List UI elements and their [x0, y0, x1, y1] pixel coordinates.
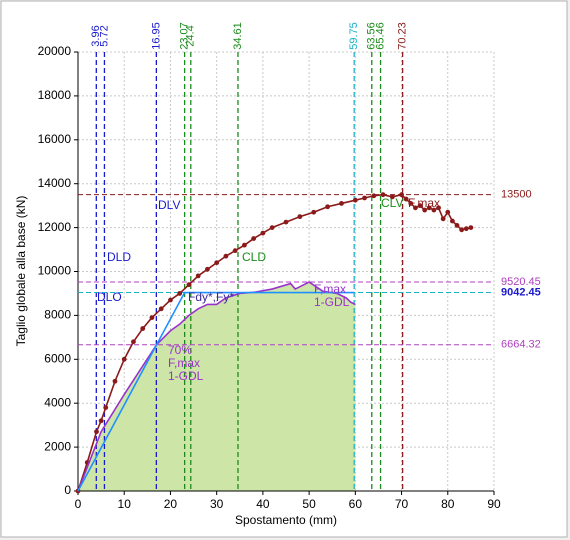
series-point — [149, 315, 155, 320]
v-ref-label: 5.72 — [98, 25, 110, 46]
v-ref-label: 63.56 — [366, 22, 378, 50]
v-ref-label: 16.95 — [150, 22, 162, 50]
annotation: F,max — [408, 196, 440, 210]
x-tick-label: 70 — [395, 497, 409, 511]
series-point — [103, 405, 109, 410]
series-point — [389, 194, 395, 200]
series-point — [408, 201, 414, 206]
v-ref-label: 70.23 — [397, 22, 409, 50]
annotation: F,max — [314, 282, 346, 296]
series-point — [168, 297, 173, 303]
y-tick-label: 2000 — [44, 439, 71, 453]
series-point — [131, 339, 136, 345]
series-point — [94, 429, 99, 435]
x-tick-label: 50 — [302, 497, 316, 511]
x-tick-label: 20 — [164, 497, 178, 511]
y-tick-label: 14000 — [38, 176, 72, 190]
series-point — [283, 219, 289, 225]
series-point — [121, 356, 127, 362]
series-point — [352, 197, 358, 203]
series-point — [112, 378, 118, 384]
series-point — [413, 205, 418, 211]
series-point — [325, 204, 330, 210]
series-point — [98, 418, 104, 424]
y-axis-label: Taglio globale alla base (kN) — [14, 196, 28, 347]
v-ref-label: 3.96 — [90, 25, 102, 46]
series-point — [426, 205, 432, 211]
series-point — [177, 291, 183, 296]
series-point — [205, 266, 210, 272]
annotation: 1-GDL — [314, 295, 350, 309]
series-point — [214, 260, 220, 266]
x-axis-label: Spostamento (mm) — [235, 513, 337, 527]
annotation: 70% — [168, 343, 192, 357]
series-point — [242, 242, 247, 248]
series-point — [450, 218, 455, 224]
y-tick-label: 4000 — [44, 395, 71, 409]
series-point — [140, 326, 146, 331]
h-ref-label: 9520.45 — [501, 276, 541, 288]
series-point — [380, 192, 386, 198]
series-point — [468, 225, 474, 231]
y-tick-label: 0 — [64, 483, 71, 497]
series-point — [417, 203, 423, 209]
h-ref-label: 13500 — [501, 189, 532, 201]
v-ref-label: 59.75 — [348, 22, 360, 50]
series-point — [362, 195, 367, 201]
series-point — [195, 273, 201, 279]
series-point — [339, 201, 344, 206]
series-point — [297, 214, 303, 220]
y-tick-label: 20000 — [38, 44, 72, 58]
y-tick-label: 18000 — [38, 88, 72, 102]
v-ref-label: 24.4 — [185, 25, 197, 46]
h-ref-label: 9042.45 — [501, 286, 541, 298]
series-point — [459, 227, 465, 233]
x-tick-label: 90 — [487, 497, 501, 511]
x-tick-label: 40 — [256, 497, 270, 511]
series-point — [454, 223, 460, 228]
series-point — [436, 205, 441, 211]
series-point — [260, 230, 266, 236]
series-point — [403, 196, 409, 202]
series-point — [311, 209, 317, 215]
v-ref-label: 23.07 — [179, 22, 191, 50]
y-tick-label: 6000 — [44, 351, 71, 365]
v-ref-label: 34.61 — [232, 22, 244, 50]
series-point — [440, 216, 446, 222]
annotation: Fdy*,Fy* — [188, 290, 234, 304]
annotation: DLO — [97, 290, 122, 304]
series-point — [371, 193, 377, 199]
series-point — [422, 207, 428, 213]
y-tick-label: 8000 — [44, 308, 71, 322]
x-tick-label: 80 — [441, 497, 455, 511]
series-point — [251, 236, 257, 241]
v-ref-label: 65.46 — [374, 22, 386, 50]
annotation: 1-GDL — [168, 369, 204, 383]
area — [78, 282, 356, 491]
annotation: CLV — [381, 196, 403, 210]
series-point — [158, 306, 164, 312]
series-line — [77, 291, 355, 492]
series-point — [223, 253, 229, 259]
annotation: DLD — [107, 250, 131, 264]
x-tick-label: 60 — [349, 497, 363, 511]
x-tick-label: 30 — [210, 497, 224, 511]
annotation: F,max — [168, 356, 200, 370]
series-point — [186, 282, 192, 288]
series-point — [463, 226, 469, 232]
h-ref-label: 6664.32 — [501, 339, 541, 351]
y-tick-label: 10000 — [38, 264, 72, 278]
series-point — [232, 248, 238, 254]
series-point — [431, 207, 437, 213]
y-tick-label: 12000 — [38, 220, 72, 234]
series-point — [399, 192, 404, 198]
y-tick-label: 16000 — [38, 132, 72, 146]
x-tick-label: 0 — [75, 497, 82, 511]
annotation: DLV — [158, 198, 180, 212]
annotation: CLD — [242, 250, 266, 264]
x-tick-label: 10 — [118, 497, 132, 511]
series-point — [269, 225, 275, 231]
series-point — [445, 209, 451, 215]
